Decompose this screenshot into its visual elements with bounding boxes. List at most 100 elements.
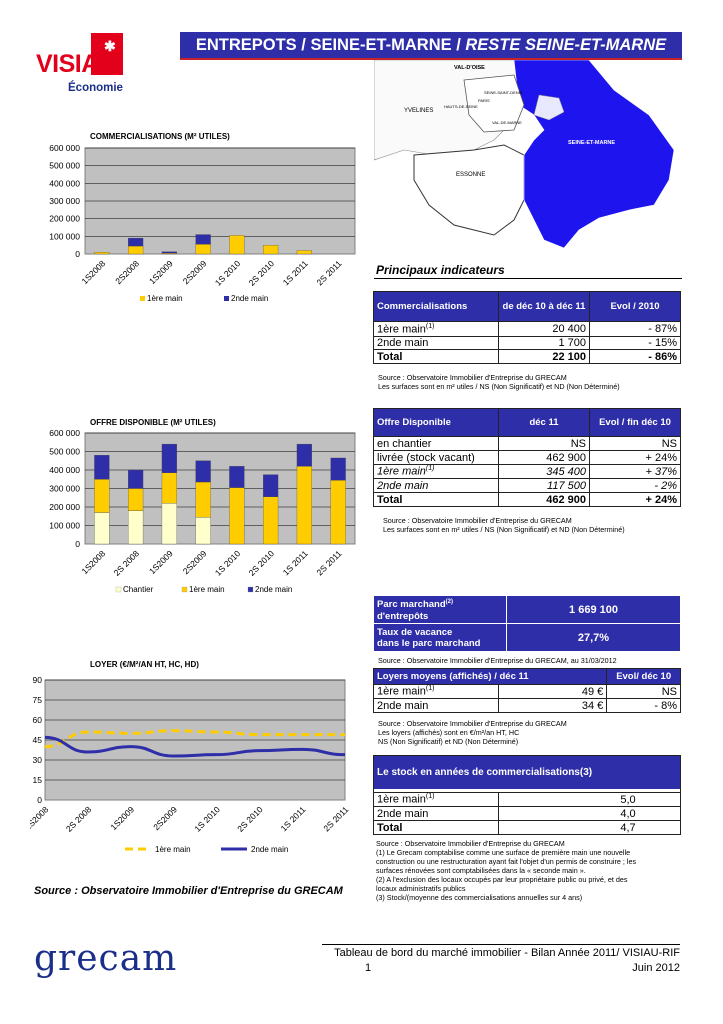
chart-commercialisations: 0 100 000 200 000 300 000 400 000 500 000 600 … [49, 143, 356, 303]
x-tick-label: 1S 2010 [213, 548, 243, 578]
legend-label: 1ère main [189, 585, 225, 594]
row-value: 34 € [497, 698, 608, 713]
table-row: Parc marchand(2) d'entrepôts 1 669 100 [373, 595, 681, 624]
row-evol: NS [589, 436, 681, 451]
row-value: 345 400 [498, 464, 590, 479]
row-value: 4,7 [498, 820, 681, 835]
x-tick-label: 2S 2008 [64, 804, 94, 834]
page-number: 1 [365, 962, 372, 974]
x-tick-label: 2S 2011 [321, 804, 350, 833]
title-main: ENTREPOTS / SEINE-ET-MARNE / [195, 36, 466, 54]
chart-title: OFFRE DISPONIBLE (M² UTILES) [90, 418, 216, 427]
map-label-3: PARIS [478, 98, 490, 103]
row-value: 49 € [497, 684, 608, 699]
x-tick-label: 1S2009 [147, 258, 175, 286]
table-header-row: Loyers moyens (affichés) / déc 11 Evol/ … [372, 668, 681, 685]
chart-offre-disponible: 0 100 000 200 000 300 000 400 000 500 000 600 … [49, 428, 356, 594]
row-evol: - 2% [589, 478, 681, 493]
bar [330, 480, 346, 545]
bar [229, 487, 245, 545]
x-tick-label: 1S 2010 [192, 804, 222, 834]
bar [195, 460, 211, 483]
note-line: surfaces rénovées sont comptabilisées da… [376, 866, 586, 875]
bar [161, 251, 177, 254]
table-header: Evol / 2010 [589, 291, 681, 322]
row-evol: + 37% [589, 464, 681, 479]
row-label: en chantier [373, 436, 499, 451]
comm-source: Source : Observatoire Immobilier d'Entre… [378, 373, 620, 391]
table-header-row: Commercialisations de déc 10 à déc 11 Ev… [373, 291, 681, 322]
table-header: de déc 10 à déc 11 [498, 291, 590, 322]
row-value: 1 669 100 [506, 595, 681, 624]
bar [296, 443, 312, 467]
x-tick-label: 2S2008 [113, 258, 141, 286]
table-header-row: Le stock en années de commercialisations… [373, 755, 681, 789]
table-header: Evol/ déc 10 [606, 668, 681, 685]
table-row: 1ère main(1) 49 € NS [373, 684, 681, 699]
table-header: Commercialisations [373, 291, 499, 322]
parc-source: Source : Observatoire Immobilier d'Entre… [378, 656, 617, 665]
logo-star-icon: ✱ [104, 38, 116, 54]
y-tick-label: 15 [33, 775, 43, 785]
bar [229, 466, 245, 488]
x-tick-label: 1S2009 [108, 804, 136, 832]
legend-label: 2nde main [251, 845, 288, 854]
row-value: 20 400 [498, 321, 590, 337]
footer-text: Tableau de bord du marché immobilier - B… [334, 947, 680, 959]
row-label: 2nde main [373, 698, 499, 713]
legend-label: Chantier [123, 585, 154, 594]
y-tick-label: 0 [75, 539, 80, 549]
source-line: Les loyers (affichés) sont en €/m²/an HT… [378, 728, 520, 737]
map-label-1: SEINE-SAINT-DENIS [484, 90, 523, 95]
x-tick-label: 2S2009 [151, 804, 179, 832]
row-label: 1ère main(1) [373, 464, 499, 479]
offre-source: Source : Observatoire Immobilier d'Entre… [383, 516, 625, 534]
x-tick-label: 1S2008 [79, 548, 107, 576]
bar [94, 512, 110, 545]
series-line [44, 735, 346, 758]
bar [128, 245, 144, 255]
table-header: Evol / fin déc 10 [589, 408, 681, 437]
row-evol: - 86% [589, 349, 681, 364]
row-value: 22 100 [498, 349, 590, 364]
row-value: 117 500 [498, 478, 590, 493]
table-header: Loyers moyens (affichés) / déc 11 [372, 668, 608, 685]
note-line: Source : Observatoire Immobilier d'Entre… [376, 839, 565, 848]
bar [296, 250, 312, 255]
source-line: Les surfaces sont en m² utiles / NS (Non… [378, 382, 620, 391]
source-line: Source : Observatoire Immobilier d'Entre… [378, 719, 567, 728]
source-line: Source : Observatoire Immobilier d'Entre… [378, 373, 567, 382]
bar [128, 469, 144, 489]
x-tick-label: 2S 2011 [315, 548, 344, 577]
bar [161, 472, 177, 504]
bar [263, 245, 279, 255]
comm-table: Commercialisations de déc 10 à déc 11 Ev… [373, 291, 681, 364]
table-header: Offre Disponible [373, 408, 499, 437]
stock-table: Le stock en années de commercialisations… [373, 755, 681, 835]
bar [195, 517, 211, 545]
table-header-row: Offre Disponible déc 11 Evol / fin déc 1… [373, 408, 681, 437]
loyers-source: Source : Observatoire Immobilier d'Entre… [378, 719, 567, 746]
x-tick-label: 1S 2010 [213, 258, 243, 288]
legend-label: 2nde main [231, 294, 268, 303]
row-label: 2nde main [373, 478, 499, 493]
bar [263, 474, 279, 497]
legend-swatch [140, 296, 145, 301]
table-row: Taux de vacance dans le parc marchand 27,… [373, 623, 681, 652]
header-rule [180, 58, 682, 60]
table-row-total: Total 4,7 [373, 820, 681, 835]
chart-title: LOYER (€/M²/AN HT, HC, HD) [90, 660, 199, 669]
stock-notes: Source : Observatoire Immobilier d'Entre… [376, 839, 636, 902]
row-label: Parc marchand(2) d'entrepôts [373, 595, 507, 624]
row-value: 4,0 [498, 806, 681, 821]
bar [195, 481, 211, 518]
row-label: Total [373, 820, 499, 835]
row-value: NS [498, 436, 590, 451]
y-tick-label: 0 [37, 795, 42, 805]
bar [330, 457, 346, 481]
map-label-7: SEINE-ET-MARNE [568, 140, 615, 146]
x-tick-label: 2S2009 [181, 548, 209, 576]
legend-label: 1ère main [155, 845, 191, 854]
row-label: 2nde main [373, 806, 499, 821]
source-line: Source : Observatoire Immobilier d'Entre… [383, 516, 572, 525]
